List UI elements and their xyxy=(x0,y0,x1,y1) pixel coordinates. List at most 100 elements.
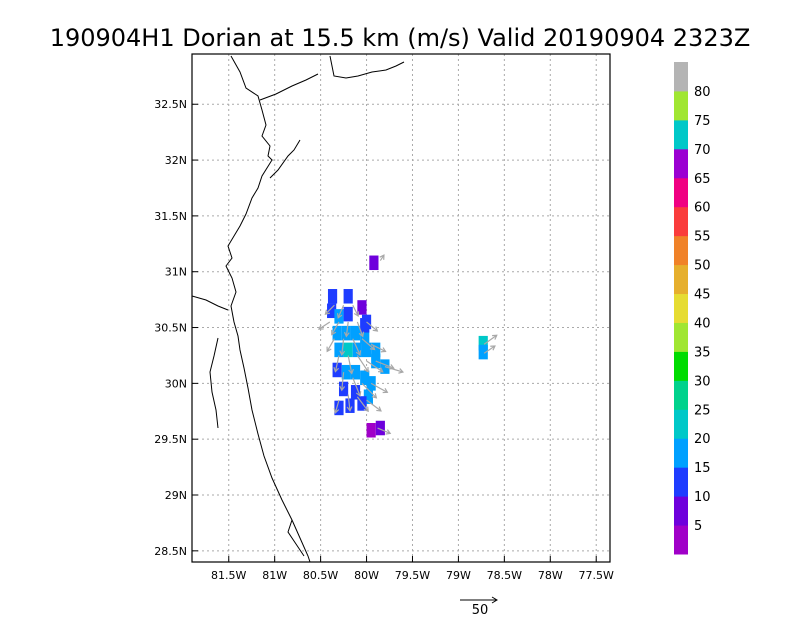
wind-vector-head xyxy=(379,254,385,260)
wind-speed-cell xyxy=(478,344,488,360)
wind-vector-head xyxy=(358,331,365,338)
colorbar-label: 75 xyxy=(694,114,711,129)
wind-vector xyxy=(356,396,369,413)
wind-vector xyxy=(333,355,340,373)
wind-vector-head xyxy=(369,344,376,351)
wind-vector-shaft xyxy=(356,321,364,337)
x-tick-label: 77.5W xyxy=(579,569,614,582)
wind-vector-shaft xyxy=(483,334,498,345)
wind-vector-shaft xyxy=(341,372,345,391)
wind-vector-shaft xyxy=(375,360,394,369)
y-tick-label: 31N xyxy=(165,266,187,279)
colorbar-label: 10 xyxy=(694,490,711,505)
wind-vector xyxy=(483,345,496,354)
wind-vector-head xyxy=(355,350,362,356)
wind-vector-head xyxy=(490,345,496,351)
chart-title: 190904H1 Dorian at 15.5 km (m/s) Valid 2… xyxy=(50,24,751,52)
wind-vector-shaft xyxy=(483,345,496,354)
wind-vector-shaft xyxy=(370,343,386,353)
wind-vector-head xyxy=(339,385,346,392)
wind-speed-cell xyxy=(334,400,344,416)
wind-vector-shaft xyxy=(361,338,375,350)
y-tick-label: 29.5N xyxy=(154,433,187,446)
y-tick-label: 29N xyxy=(165,489,187,502)
wind-vector-shaft xyxy=(334,399,340,413)
wind-vector-shaft xyxy=(366,360,384,373)
reference-vector-label: 50 xyxy=(472,603,489,618)
wind-speed-cell xyxy=(357,300,367,315)
wind-vector-shaft xyxy=(334,355,340,372)
x-tick-label: 80.5W xyxy=(303,569,338,582)
x-tick-label: 78W xyxy=(538,569,563,582)
colorbar-swatch xyxy=(674,293,688,323)
wind-vector xyxy=(333,399,340,414)
wind-vector-head xyxy=(353,311,360,318)
y-tick-label: 30.5N xyxy=(154,322,187,335)
wind-speed-cell xyxy=(334,342,344,358)
wind-vector-shaft xyxy=(331,321,340,335)
colorbar-swatch xyxy=(674,496,688,526)
wind-vector-head xyxy=(339,350,346,357)
wind-vector-head xyxy=(492,334,498,340)
wind-vector-shaft xyxy=(366,321,378,332)
wind-speed-cell xyxy=(327,289,338,304)
wind-vector-shaft xyxy=(366,399,382,412)
wind-vector-shaft xyxy=(326,338,335,352)
wind-speed-cell xyxy=(363,389,373,405)
wind-vector xyxy=(483,334,498,345)
wind-vector-head xyxy=(333,408,340,414)
colorbar-label: 25 xyxy=(694,403,711,418)
coastline-bay xyxy=(192,295,229,311)
y-tick-label: 28.5N xyxy=(154,545,187,558)
wind-vector xyxy=(324,304,335,316)
x-tick-label: 79.5W xyxy=(395,569,430,582)
colorbar-label: 80 xyxy=(694,85,711,100)
wind-vector xyxy=(384,366,405,374)
wind-speed-cell xyxy=(361,342,372,358)
wind-vector xyxy=(356,321,365,338)
x-axis-ticks: 81.5W 81W 80.5W 80W 79.5W 79W 78.5W 78W 77.5W xyxy=(211,556,614,582)
coastline-sound xyxy=(329,55,405,79)
wind-speed-cell xyxy=(375,420,385,436)
wind-vector-head xyxy=(348,368,354,375)
colorbar-swatch xyxy=(674,148,688,179)
x-tick-label: 81.5W xyxy=(211,569,246,582)
wind-vector-shaft xyxy=(384,366,404,373)
wind-vector-shaft xyxy=(361,382,377,399)
x-tick-label: 81W xyxy=(262,569,287,582)
wind-vector-head xyxy=(343,331,350,338)
wind-speed-cell xyxy=(343,289,353,304)
wind-vector xyxy=(343,321,350,338)
wind-speed-cell xyxy=(371,342,381,358)
colorbar-label: 20 xyxy=(694,432,711,447)
wind-vector xyxy=(352,304,360,318)
wind-vector xyxy=(352,338,362,356)
coastline-river-stjohns xyxy=(209,337,219,429)
wind-vector-head xyxy=(363,366,369,373)
colorbar-label: 70 xyxy=(694,143,711,158)
wind-speed-cell xyxy=(343,342,353,358)
y-tick-label: 32.5N xyxy=(154,98,187,111)
wind-vector-head xyxy=(382,388,389,394)
colorbar: 5 10 15 20 25 30 35 40 45 50 55 60 65 70 75 80 xyxy=(674,62,711,555)
colorbar-label: 60 xyxy=(694,201,711,216)
coastline-river-north xyxy=(259,73,319,101)
wind-vector xyxy=(366,399,382,412)
wind-speed-cell xyxy=(478,335,488,351)
wind-vector-shaft xyxy=(352,377,361,397)
colorbar-swatch xyxy=(674,235,688,266)
wind-vector-shaft xyxy=(352,304,359,317)
colorbar-label: 15 xyxy=(694,461,711,476)
wind-vector xyxy=(370,382,389,394)
wind-speed-cell xyxy=(350,364,361,380)
wind-vector-head xyxy=(398,368,405,374)
wind-vector-shaft xyxy=(347,355,353,374)
wind-vector-shaft xyxy=(352,338,361,356)
wind-vector-head xyxy=(376,406,382,412)
wind-vector-head xyxy=(324,309,331,316)
colorbar-swatch xyxy=(674,62,688,92)
colorbar-label: 45 xyxy=(694,288,711,303)
wind-speed-cell xyxy=(360,370,370,386)
colorbar-swatch xyxy=(674,409,688,439)
wind-vector-head xyxy=(331,329,337,336)
